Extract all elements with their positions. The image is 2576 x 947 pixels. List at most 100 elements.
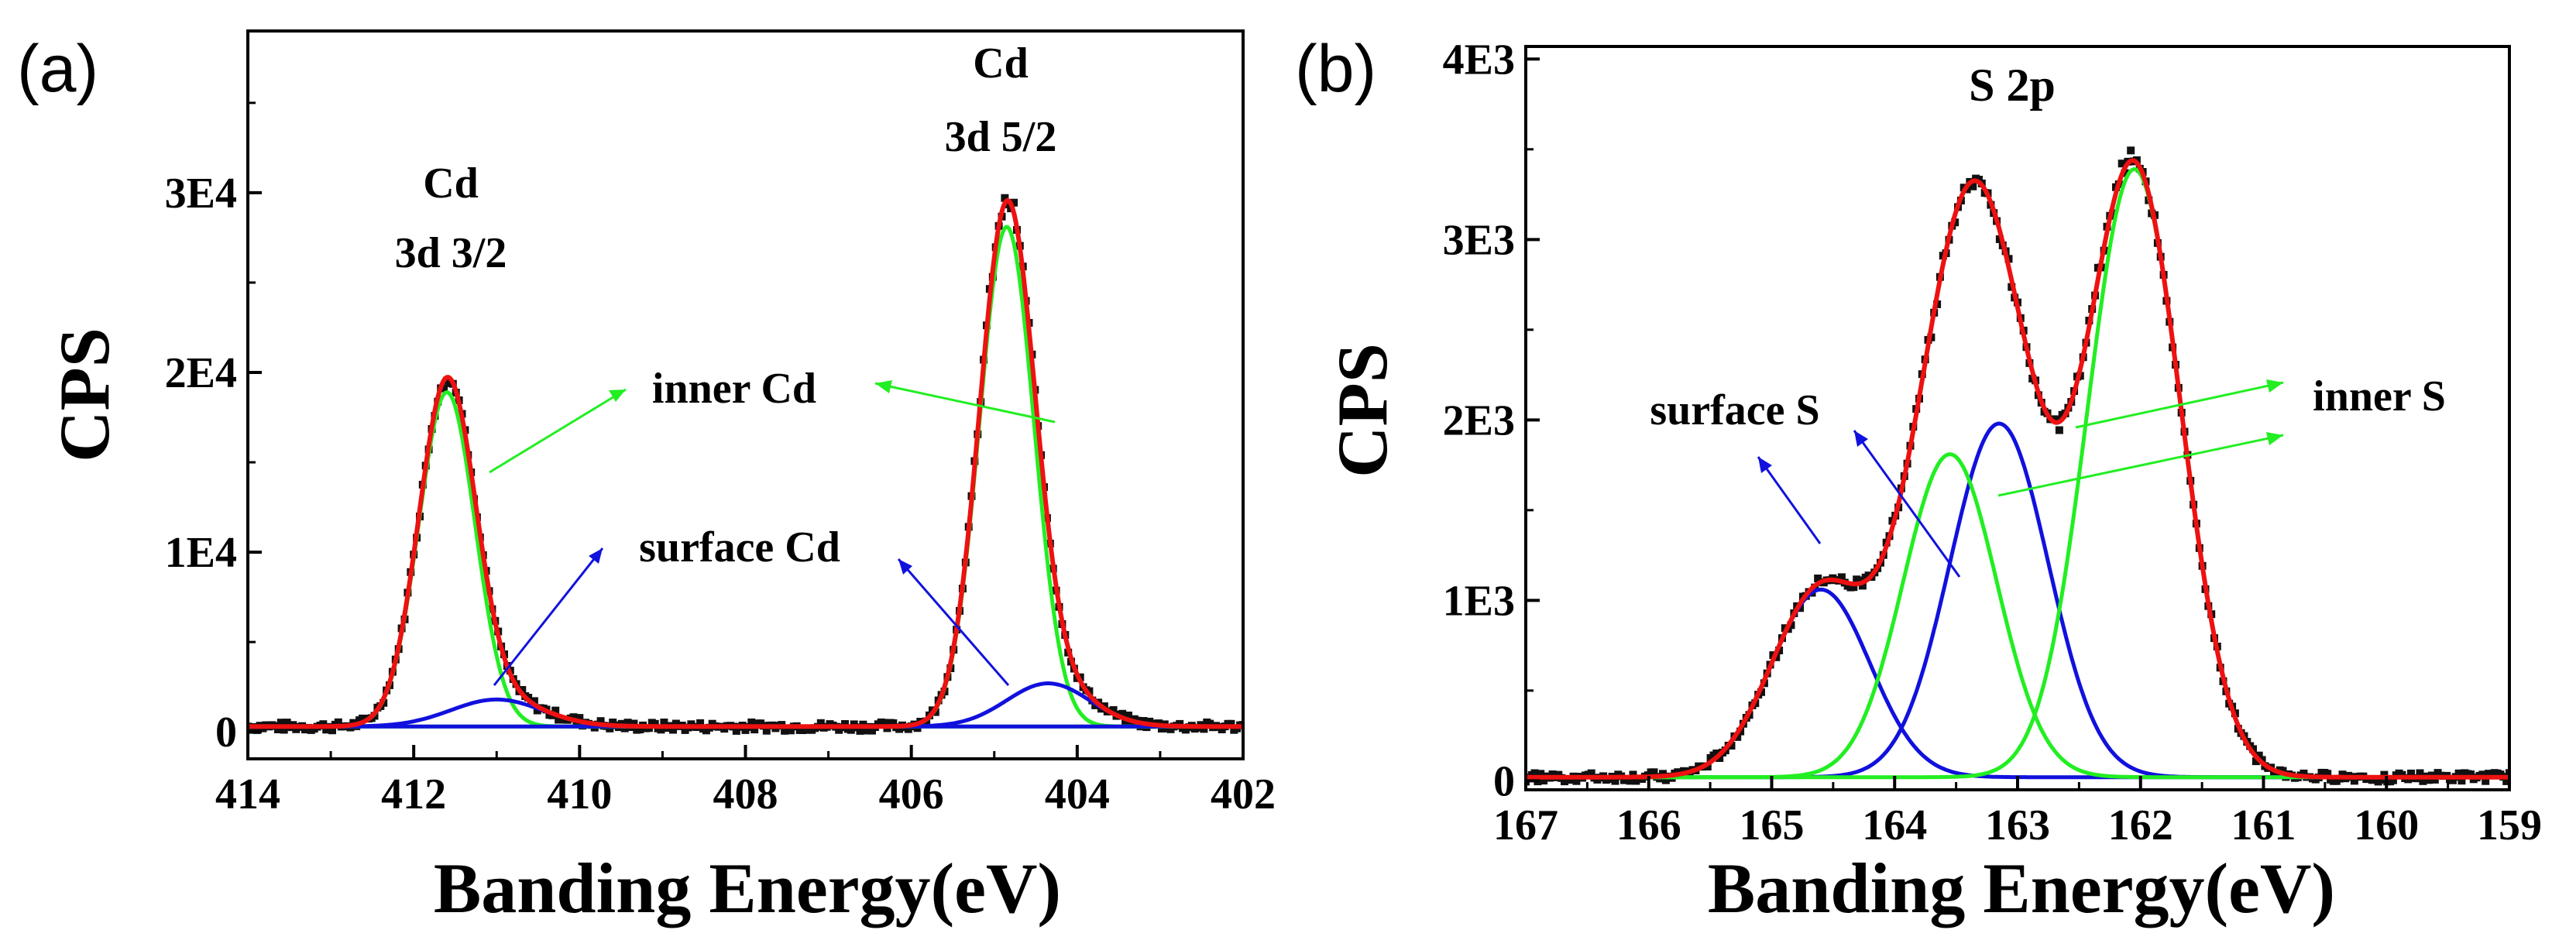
panel-a-y-axis-label: CPS: [45, 328, 124, 462]
data-point: [889, 719, 898, 727]
y-tick-label: 4E3: [1443, 36, 1515, 84]
data-point: [2350, 777, 2358, 785]
y-tick-label: 2E3: [1443, 396, 1515, 444]
data-point: [1118, 709, 1127, 718]
data-point: [2502, 777, 2509, 785]
data-point: [750, 726, 759, 734]
y-tick-label: 3E3: [1443, 216, 1515, 264]
data-point: [660, 719, 668, 726]
data-point: [1121, 718, 1130, 726]
panel-b-data-points: [1526, 146, 2509, 786]
inner-cd-label: inner Cd: [652, 365, 816, 413]
data-point: [2478, 770, 2487, 779]
peak-label-cd-3d32-line1: Cd: [423, 160, 479, 208]
data-point: [1716, 754, 1724, 762]
data-point: [1733, 733, 1742, 741]
data-point: [328, 726, 336, 735]
panel-b-fit-envelope: [1526, 158, 2509, 780]
data-point: [1650, 768, 1658, 777]
data-point: [2279, 767, 2287, 775]
arrowhead-inner-s-lower: [2266, 432, 2283, 445]
arrowhead-inner-s-upper: [2266, 379, 2283, 393]
inner-s-label: inner S: [2313, 372, 2446, 420]
data-point: [623, 719, 632, 727]
arrowhead-inner-cd-right: [875, 380, 892, 393]
x-tick-label: 162: [2108, 801, 2173, 849]
data-point: [2127, 146, 2135, 155]
data-point: [1157, 725, 1166, 733]
data-point: [2467, 770, 2475, 778]
panel-b-arrows: [1757, 379, 2284, 578]
surface-cd-label: surface Cd: [639, 523, 840, 571]
data-point: [518, 686, 527, 694]
arrow-surface-cd-right: [897, 558, 1010, 686]
data-point: [2430, 775, 2439, 784]
panel-a-ticks: 414 412 410 408 406 404 402 0 1E4 2E4 3E4: [165, 101, 1276, 818]
peak-label-cd-3d32-line2: 3d 3/2: [395, 229, 507, 277]
data-point: [651, 719, 659, 728]
data-point: [856, 726, 864, 735]
data-point: [1010, 198, 1018, 207]
x-tick-label: 165: [1740, 801, 1805, 849]
data-point: [1530, 769, 1539, 777]
panel-b-ticks: 167 166 165 164 163 162 161 160 159 0 1E3 2E3 3E3 4E3: [1443, 36, 2542, 849]
data-point: [732, 726, 740, 735]
y-tick-label: 3E4: [165, 170, 237, 218]
data-point: [630, 719, 638, 728]
data-point: [283, 719, 291, 727]
data-point: [252, 726, 261, 734]
x-tick-label: 159: [2477, 801, 2542, 849]
panel-b-s2p: (b) 167 166 165 164 163 162 161 160 159 0 1E3 2E3 3E…: [1295, 32, 2542, 928]
data-point: [2454, 769, 2463, 777]
data-point: [530, 697, 538, 705]
x-tick-label: 167: [1493, 801, 1558, 849]
data-point: [569, 713, 578, 722]
data-point: [1712, 750, 1721, 757]
panel-label-b: (b): [1295, 32, 1376, 106]
data-point: [816, 719, 825, 727]
data-point: [1858, 582, 1867, 590]
data-point: [1125, 712, 1132, 719]
data-point: [280, 726, 288, 734]
y-tick-label: 2E4: [165, 349, 237, 397]
panel-a-series: [248, 194, 1243, 735]
x-tick-label: 408: [713, 770, 778, 818]
x-tick-label: 402: [1211, 770, 1276, 818]
data-point: [2052, 415, 2060, 424]
panel-b-inner-component-4: [1526, 166, 2509, 780]
y-tick-label: 1E4: [165, 529, 237, 577]
x-tick-label: 166: [1616, 801, 1681, 849]
x-tick-label: 161: [2231, 801, 2296, 849]
arrow-inner-s-upper: [2075, 381, 2284, 429]
arrow-surface-cd-left: [493, 547, 604, 686]
arrowhead-inner-cd-left: [609, 389, 626, 402]
data-point: [1540, 777, 1548, 785]
y-tick-label: 0: [1493, 757, 1515, 805]
peak-label-cd-3d52-line2: 3d 5/2: [945, 113, 1057, 161]
data-point: [575, 714, 584, 722]
panel-b-title-s2p: S 2p: [1969, 60, 2056, 111]
data-point: [1611, 777, 1619, 785]
arrow-surface-s-right: [1853, 430, 1961, 578]
data-point: [696, 719, 705, 727]
data-point: [1856, 576, 1863, 585]
data-point: [2380, 770, 2389, 779]
x-tick-label: 163: [1985, 801, 2050, 849]
data-point: [1969, 182, 1977, 190]
arrowhead-surface-cd-right: [898, 559, 912, 575]
y-tick-label: 0: [215, 709, 237, 757]
data-point: [636, 726, 644, 734]
panel-b-x-axis-label: Banding Energy(eV): [1708, 849, 2335, 928]
data-point: [1109, 706, 1118, 714]
data-point: [551, 706, 560, 715]
data-point: [1139, 717, 1148, 725]
data-point: [2389, 776, 2397, 784]
arrowhead-surface-s-left: [1758, 457, 1772, 473]
arrow-surface-s-left: [1757, 456, 1822, 544]
data-point: [1227, 719, 1235, 728]
data-point: [440, 384, 448, 393]
arrow-inner-cd-left: [489, 388, 627, 474]
x-tick-label: 410: [547, 770, 612, 818]
